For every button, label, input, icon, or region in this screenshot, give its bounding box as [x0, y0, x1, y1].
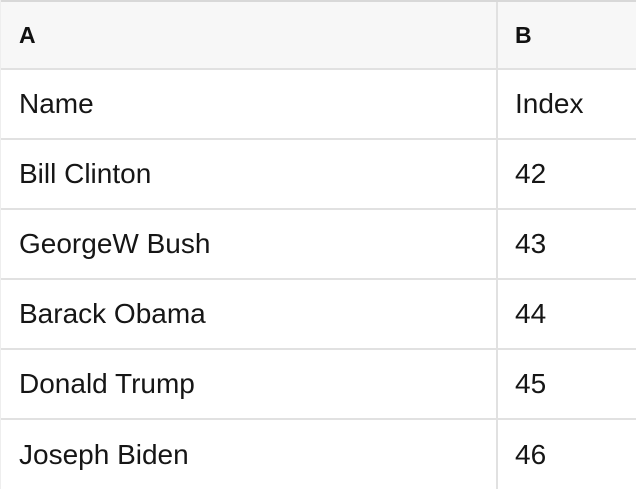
table-row: Bill Clinton 42 [1, 140, 636, 210]
column-header-b[interactable]: B [515, 21, 532, 48]
table-row: Name Index [1, 70, 636, 140]
table-row: GeorgeW Bush 43 [1, 210, 636, 280]
cell-a6-president-name[interactable]: Joseph Biden [1, 420, 498, 489]
cell-a4-president-name[interactable]: Barack Obama [1, 280, 498, 348]
column-header-a[interactable]: A [1, 2, 498, 68]
column-header-row: A B [1, 0, 636, 70]
cell-a3-president-name[interactable]: GeorgeW Bush [1, 210, 498, 278]
cell-a1-name-label[interactable]: Name [1, 70, 498, 138]
table-row: Donald Trump 45 [1, 350, 636, 420]
cell-b2-president-index[interactable]: 42 [515, 158, 547, 189]
table-row: Joseph Biden 46 [1, 420, 636, 489]
cell-b1-index-label[interactable]: Index [515, 88, 584, 119]
cell-b6-president-index[interactable]: 46 [515, 439, 547, 470]
cell-b4-president-index[interactable]: 44 [515, 298, 547, 329]
cell-a2-president-name[interactable]: Bill Clinton [1, 140, 498, 208]
table-row: Barack Obama 44 [1, 280, 636, 350]
cell-b3-president-index[interactable]: 43 [515, 228, 547, 259]
cell-b5-president-index[interactable]: 45 [515, 368, 547, 399]
cell-a5-president-name[interactable]: Donald Trump [1, 350, 498, 418]
